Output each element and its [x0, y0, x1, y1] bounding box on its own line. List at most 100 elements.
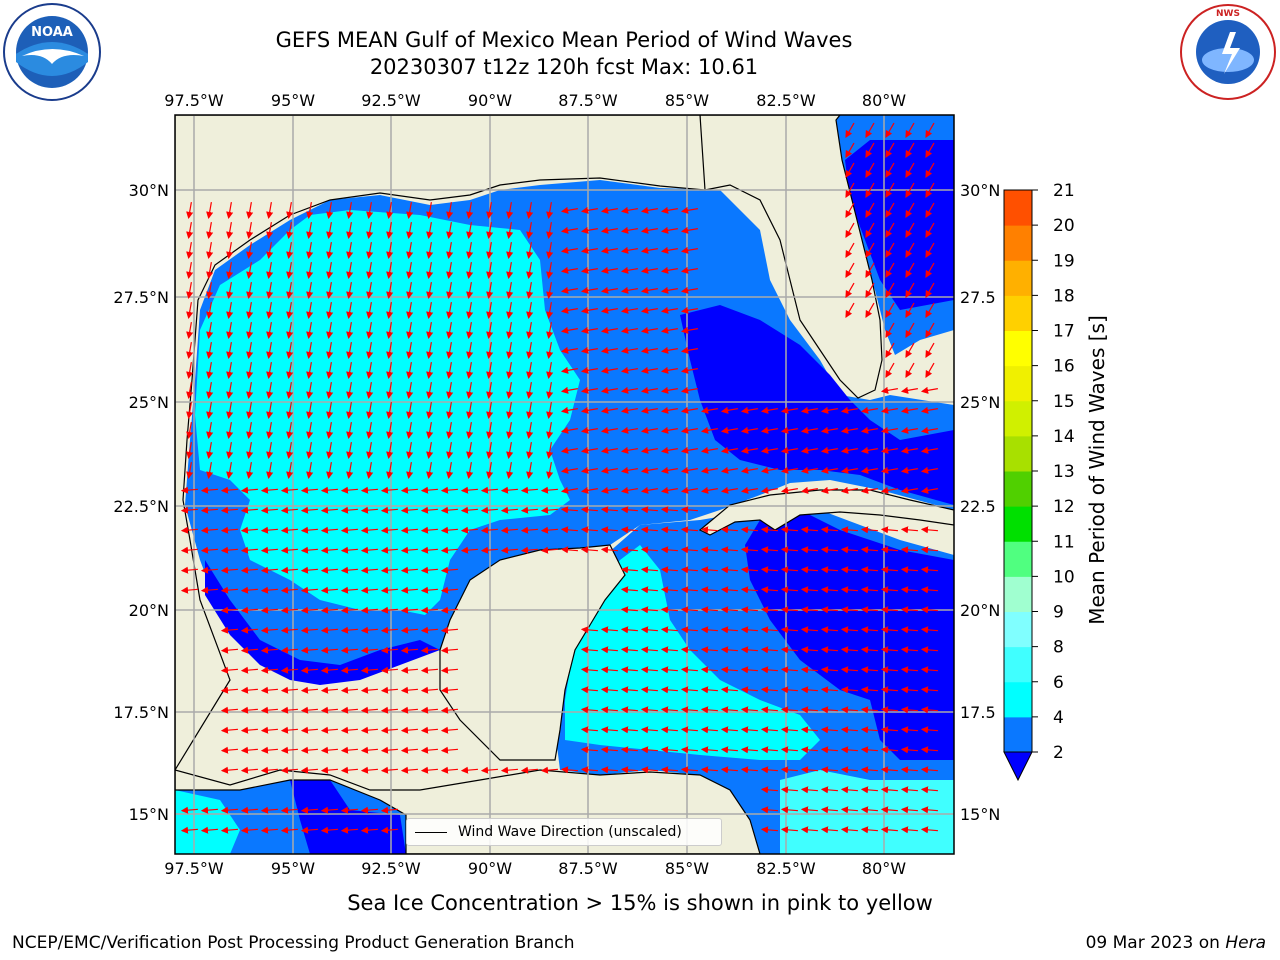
wind-arrow [600, 766, 619, 774]
wind-arrow [326, 322, 334, 340]
wind-arrow [900, 606, 919, 614]
colorbar-segment [1004, 471, 1032, 507]
wind-arrow [380, 486, 399, 494]
wind-arrow [206, 242, 214, 260]
wind-arrow [306, 242, 314, 260]
wind-arrow [380, 586, 399, 594]
colorbar-segment [1004, 295, 1032, 331]
wind-arrow [800, 626, 819, 634]
wind-arrow [680, 466, 698, 474]
wind-arrow [380, 666, 399, 674]
wind-arrow [280, 746, 299, 754]
wind-arrow [206, 382, 214, 400]
wind-arrow [366, 462, 374, 480]
wind-arrow [620, 426, 638, 434]
wind-arrow [326, 442, 334, 460]
lon-label: 92.5°W [361, 859, 421, 878]
wind-arrow [206, 222, 214, 240]
lat-label: 20°N [129, 601, 169, 620]
wind-arrow [346, 242, 354, 260]
wind-arrow [240, 806, 259, 814]
wind-arrow [406, 322, 414, 340]
wind-arrow [680, 266, 698, 274]
wind-arrow [885, 342, 895, 358]
wind-arrow [620, 326, 638, 334]
wind-arrow [220, 586, 239, 594]
colorbar-label: Mean Period of Wind Waves [s] [1085, 315, 1109, 625]
wind-arrow [360, 606, 379, 614]
wind-arrow [780, 606, 799, 614]
wind-arrow [840, 626, 859, 634]
wind-arrow [780, 426, 798, 434]
wind-arrow [640, 646, 659, 654]
wind-arrow [640, 446, 658, 454]
wind-arrow [186, 262, 194, 280]
wind-arrow [700, 566, 719, 574]
wind-arrow [840, 826, 859, 834]
date-text: 09 Mar 2023 on [1085, 933, 1226, 953]
wind-arrow [680, 206, 698, 214]
wind-arrow [900, 386, 918, 394]
wind-arrow [680, 306, 698, 314]
wind-arrow [700, 646, 719, 654]
wind-arrow [800, 486, 818, 494]
wind-arrow [660, 586, 679, 594]
wind-arrow [580, 526, 599, 534]
wind-arrow [580, 466, 598, 474]
colorbar-tick-label: 11 [1053, 532, 1075, 552]
wind-arrow [780, 546, 799, 554]
wind-arrow [700, 586, 719, 594]
wind-arrow [306, 402, 314, 420]
wind-arrow [400, 526, 419, 534]
wind-arrow [840, 586, 859, 594]
wind-arrow [340, 526, 359, 534]
wind-arrow [340, 606, 359, 614]
wind-arrow [320, 666, 339, 674]
wind-arrow [540, 506, 559, 514]
wind-arrow [420, 686, 439, 694]
wind-arrow [206, 342, 214, 360]
wind-arrow [580, 326, 598, 334]
wind-arrow [885, 142, 895, 158]
wind-arrow [320, 806, 339, 814]
wind-arrow [580, 486, 598, 494]
wind-arrow [640, 486, 658, 494]
wind-arrow [486, 362, 494, 380]
wind-arrow [900, 806, 919, 814]
wind-arrow [420, 726, 439, 734]
wind-arrow [560, 426, 578, 434]
wind-arrow [880, 826, 899, 834]
wind-arrow [440, 746, 459, 754]
wind-arrow [900, 466, 918, 474]
wind-arrow [520, 506, 539, 514]
wind-arrow [300, 766, 319, 774]
wind-arrow [306, 262, 314, 280]
wind-arrow [660, 746, 679, 754]
wind-arrow [360, 566, 379, 574]
wind-arrow [680, 386, 698, 394]
wind-arrow [486, 222, 494, 240]
wind-arrow [680, 446, 698, 454]
wind-arrow [840, 806, 859, 814]
wind-arrow [526, 282, 534, 300]
wind-arrow [740, 406, 758, 414]
wind-arrow [466, 442, 474, 460]
wind-arrow [920, 566, 939, 574]
wind-arrow [406, 442, 414, 460]
wind-arrow [400, 606, 419, 614]
wind-arrow [920, 486, 938, 494]
wind-arrow [246, 442, 254, 460]
wind-arrow [780, 706, 799, 714]
lat-label: 25°N [960, 393, 1000, 412]
wind-arrow [640, 726, 659, 734]
wind-arrow [900, 746, 919, 754]
wind-arrow [466, 242, 474, 260]
colorbar-tick-label: 10 [1053, 567, 1075, 587]
wind-arrow [260, 766, 279, 774]
wind-arrow [860, 806, 879, 814]
wind-arrow [246, 462, 254, 480]
wind-arrow [860, 726, 879, 734]
lon-labels-top: 97.5°W 95°W 92.5°W 90°W 87.5°W 85°W 82.5… [164, 91, 906, 110]
wind-arrow [260, 566, 279, 574]
wind-arrow [920, 606, 939, 614]
